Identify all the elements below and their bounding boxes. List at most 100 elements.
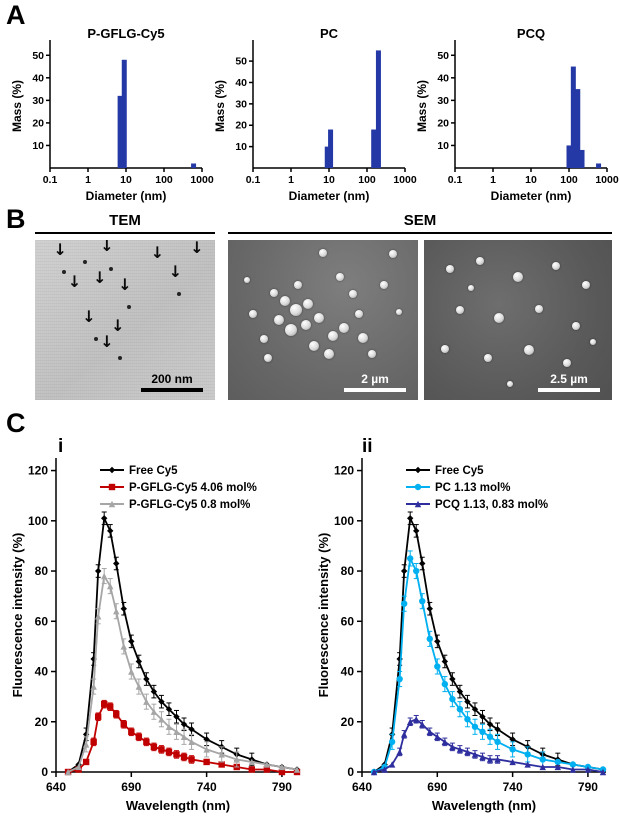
sem-particle: [244, 277, 250, 283]
sem-particle: [379, 280, 388, 289]
svg-text:Diameter (nm): Diameter (nm): [86, 189, 167, 203]
svg-text:740: 740: [503, 780, 523, 794]
sem-particle: [396, 309, 402, 315]
sem-particle: [581, 280, 590, 289]
tem-nanoparticle-dot: [117, 356, 122, 361]
svg-text:0.1: 0.1: [448, 174, 463, 186]
sem2-scale-label: 2.5 µm: [550, 372, 588, 386]
svg-text:1: 1: [490, 174, 496, 186]
tem-scale-bar: 200 nm: [141, 372, 203, 392]
tem-arrow-marker: ↓: [82, 306, 96, 326]
svg-text:120: 120: [334, 464, 354, 478]
sem1-scale-label: 2 µm: [361, 372, 389, 386]
svg-text:10: 10: [32, 140, 44, 152]
sem-header-text: SEM: [403, 212, 437, 229]
svg-text:1000: 1000: [393, 174, 417, 186]
tem-nanoparticle-dot: [61, 270, 66, 274]
tem-arrow-marker: ↓: [100, 332, 114, 352]
tem-header: TEM: [35, 212, 215, 234]
sem-particle: [338, 323, 349, 333]
sem-particle: [572, 322, 581, 331]
sem-particle: [290, 304, 303, 317]
svg-text:Diameter (nm): Diameter (nm): [491, 189, 572, 203]
sem-particle: [260, 335, 269, 344]
sem-particle: [323, 348, 334, 359]
sem-image-2: 2.5 µm: [424, 240, 612, 400]
svg-text:100: 100: [28, 514, 48, 528]
sem-particle: [507, 381, 514, 387]
sem-particle: [590, 339, 597, 346]
sem-particle: [349, 290, 358, 299]
panel-c-sub-ii-label: ii: [362, 436, 373, 457]
svg-text:10: 10: [235, 141, 247, 153]
sem-particle: [534, 304, 543, 313]
svg-text:40: 40: [235, 77, 247, 89]
sem-particle: [280, 295, 290, 306]
svg-text:100: 100: [358, 174, 376, 186]
svg-text:0.1: 0.1: [43, 174, 58, 186]
sem-header: SEM: [228, 212, 612, 234]
svg-text:Free Cy5: Free Cy5: [435, 465, 484, 477]
dls-chart-pgflg-cy5: P-GFLG-Cy5 10 20 30 40 50 0.1 1 10 100 1000 Mass (%…: [10, 26, 214, 203]
sem2-scale-bar: 2.5 µm: [538, 372, 600, 392]
svg-text:P-GFLG-Cy5 4.06 mol%: P-GFLG-Cy5 4.06 mol%: [129, 482, 257, 494]
fluorescence-chart-i: 0 20 40 60 80 100 120 640 690 740 790 Free Cy5 P-GFL…: [10, 458, 301, 813]
panel-c-sub-i-label: i: [58, 436, 64, 457]
tem-nanoparticle-dot: [108, 266, 113, 271]
svg-text:10: 10: [120, 174, 132, 186]
panel-c-label: C: [6, 408, 26, 438]
svg-text:Mass (%): Mass (%): [10, 80, 24, 132]
sem-particle: [274, 315, 285, 325]
svg-text:790: 790: [578, 780, 598, 794]
svg-text:40: 40: [32, 72, 44, 84]
svg-text:50: 50: [32, 50, 44, 62]
tem-arrow-marker: ↓: [93, 268, 107, 288]
sem-particle: [494, 313, 505, 324]
sem-particle: [562, 359, 571, 368]
dls-chart-pcq: PCQ 10 20 30 40 50 0.1 1 10 100 1000 Mass (%) Diamet…: [415, 26, 619, 203]
tem-arrow-marker: ↓: [190, 240, 204, 257]
svg-text:40: 40: [341, 665, 355, 679]
tem-arrow-marker: ↓: [100, 240, 114, 256]
panel-a-label: A: [6, 0, 26, 30]
sem-particle: [455, 306, 464, 315]
svg-text:1000: 1000: [595, 174, 619, 186]
svg-text:30: 30: [32, 95, 44, 107]
svg-text:20: 20: [437, 117, 449, 129]
sem-particle: [446, 264, 455, 273]
sem-particle: [468, 285, 474, 291]
dls-chart-pc: PC 10 20 30 40 50 0.1 1 10 100 1000 Mass (%) Diamete…: [213, 26, 417, 203]
svg-text:1: 1: [85, 174, 91, 186]
svg-text:10: 10: [525, 174, 537, 186]
svg-text:Diameter (nm): Diameter (nm): [289, 189, 370, 203]
sem-particle: [302, 299, 313, 309]
svg-text:Free Cy5: Free Cy5: [129, 465, 178, 477]
sem-particle: [269, 288, 278, 297]
svg-text:80: 80: [341, 564, 355, 578]
svg-text:Mass (%): Mass (%): [213, 80, 227, 132]
svg-text:790: 790: [272, 780, 292, 794]
tem-nanoparticle-dot: [126, 305, 131, 310]
svg-text:640: 640: [352, 780, 372, 794]
sem-particle: [314, 313, 325, 324]
sem-particle: [294, 280, 303, 289]
svg-text:Fluorescence intensity (%): Fluorescence intensity (%): [316, 533, 331, 698]
svg-text:20: 20: [341, 715, 355, 729]
svg-text:10: 10: [437, 140, 449, 152]
tem-arrow-marker: ↓: [53, 240, 67, 259]
svg-text:0: 0: [41, 765, 48, 779]
svg-text:Fluorescence intensity (%): Fluorescence intensity (%): [10, 533, 25, 698]
svg-text:Wavelength (nm): Wavelength (nm): [126, 798, 230, 813]
tem-arrow-marker: ↓: [111, 316, 125, 336]
svg-text:Wavelength (nm): Wavelength (nm): [432, 798, 536, 813]
panel-b-label: B: [6, 204, 26, 234]
svg-text:PC 1.13 mol%: PC 1.13 mol%: [435, 482, 510, 494]
sem-particle: [308, 340, 319, 351]
svg-text:100: 100: [334, 514, 354, 528]
svg-text:P-GFLG-Cy5 0.8 mol%: P-GFLG-Cy5 0.8 mol%: [129, 499, 250, 511]
svg-text:0: 0: [347, 765, 354, 779]
svg-text:60: 60: [35, 614, 49, 628]
sem-particle: [319, 248, 327, 257]
tem-scale-label: 200 nm: [151, 372, 193, 386]
